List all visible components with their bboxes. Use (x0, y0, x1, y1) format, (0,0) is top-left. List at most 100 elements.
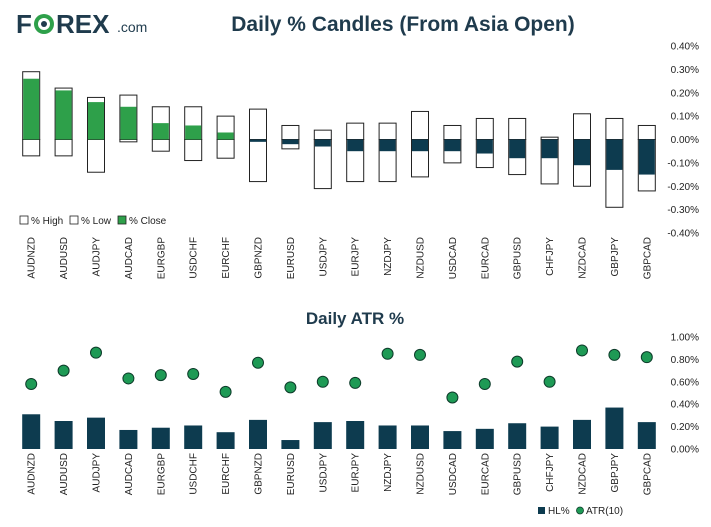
close-bar (152, 123, 169, 140)
close-bar (120, 106, 137, 140)
y-tick-label: -0.20% (667, 182, 699, 193)
close-bar (444, 139, 461, 152)
y-tick-label: -0.10% (667, 158, 699, 169)
x-tick-label: EURCHF (221, 237, 232, 279)
x-tick-label: NZDCAD (578, 237, 589, 279)
low-bar (216, 139, 235, 159)
hl-bar (87, 417, 105, 449)
hl-bar (637, 422, 656, 449)
x-tick-label: AUDJPY (92, 453, 103, 493)
x-tick-label: EURJPY (351, 453, 362, 493)
x-tick-label: GBPUSD (513, 453, 524, 495)
x-tick-label: NZDUSD (416, 453, 427, 495)
x-tick-label: USDCAD (448, 453, 459, 495)
legend-high-label: % High (31, 216, 63, 227)
legend-hl-swatch (538, 507, 545, 514)
high-bar (443, 124, 462, 140)
y-tick-label: 0.10% (671, 112, 699, 123)
hl-bar (540, 426, 559, 449)
close-bar (88, 102, 104, 140)
close-bar (638, 139, 655, 175)
high-bar (508, 117, 527, 141)
high-bar (411, 110, 429, 140)
legend-low-label: % Low (81, 216, 112, 227)
x-tick-label: NZDJPY (383, 453, 394, 492)
y-tick-label: 0.60% (671, 377, 699, 388)
x-tick-label: USDCHF (189, 453, 200, 495)
atr-point (57, 364, 70, 377)
atr-point (640, 351, 653, 364)
close-bar (476, 139, 493, 154)
high-bar (281, 124, 300, 140)
x-tick-label: GBPNZD (254, 237, 265, 279)
x-tick-label: GBPNZD (254, 453, 265, 495)
close-bar (509, 139, 526, 159)
legend-high-swatch (19, 215, 29, 225)
close-bar (55, 90, 72, 140)
hl-bar (573, 419, 591, 449)
x-tick-label: AUDUSD (59, 453, 70, 495)
close-bar (606, 139, 623, 170)
atr-point (154, 369, 167, 382)
legend-close-swatch (117, 215, 127, 225)
x-tick-label: EURJPY (351, 237, 362, 277)
x-tick-label: AUDNZD (27, 237, 38, 279)
x-tick-label: NZDCAD (578, 453, 589, 495)
atr-point (316, 375, 329, 388)
hl-bar (378, 425, 397, 449)
y-tick-label: 0.20% (671, 422, 699, 433)
hl-bar (443, 431, 462, 449)
y-tick-label: 0.00% (671, 135, 699, 146)
hl-bar (216, 432, 235, 449)
legend-atr-label: ATR(10) (586, 506, 623, 517)
high-bar (378, 122, 397, 140)
high-bar (346, 122, 365, 140)
close-bar (23, 78, 40, 140)
legend-hl-label: HL% (548, 506, 570, 517)
logo-text-b: REX (56, 9, 110, 39)
close-bar (217, 132, 234, 140)
x-tick-label: EURGBP (156, 453, 167, 496)
x-tick-label: EURCHF (221, 453, 232, 495)
x-tick-label: USDCAD (448, 237, 459, 279)
x-tick-label: AUDCAD (124, 237, 135, 279)
close-bar (574, 139, 590, 166)
low-bar (54, 139, 73, 157)
x-tick-label: NZDJPY (383, 237, 394, 276)
atr-point (25, 378, 38, 391)
candles-plot (22, 71, 656, 208)
y-tick-label: -0.40% (667, 229, 699, 240)
high-bar (573, 113, 591, 140)
close-bar (347, 139, 364, 152)
atr-legend: HL% ATR(10) (538, 506, 623, 517)
close-bar (185, 125, 202, 140)
high-bar (605, 117, 624, 141)
low-bar (22, 139, 41, 157)
low-bar (119, 139, 138, 143)
y-tick-label: 0.20% (671, 88, 699, 99)
y-tick-label: 0.40% (671, 400, 699, 411)
close-bar (379, 139, 396, 152)
atr-point (446, 391, 459, 404)
hl-bar (411, 425, 429, 449)
legend-low-swatch (69, 215, 79, 225)
candles-chart-title: Daily % Candles (From Asia Open) (231, 13, 574, 36)
atr-point (576, 344, 588, 357)
y-tick-label: 0.30% (671, 65, 699, 76)
x-tick-label: USDJPY (318, 453, 329, 493)
y-tick-label: 1.00% (671, 333, 699, 344)
low-bar (184, 139, 203, 162)
hl-bar (22, 414, 41, 449)
candles-legend: % High % Low % Close (19, 215, 167, 227)
forex-logo: F REX .com (16, 9, 147, 39)
x-tick-label: AUDCAD (124, 453, 135, 495)
atr-x-axis: AUDNZD AUDUSD AUDJPY AUDCAD EURGBP USDCHF EURC… (27, 453, 654, 496)
x-tick-label: CHFJPY (545, 237, 556, 276)
high-bar (637, 124, 656, 140)
close-bar (541, 139, 558, 159)
x-tick-label: NZDUSD (416, 237, 427, 279)
x-tick-label: AUDUSD (59, 237, 70, 279)
close-bar (412, 139, 428, 152)
atr-point (90, 346, 102, 359)
